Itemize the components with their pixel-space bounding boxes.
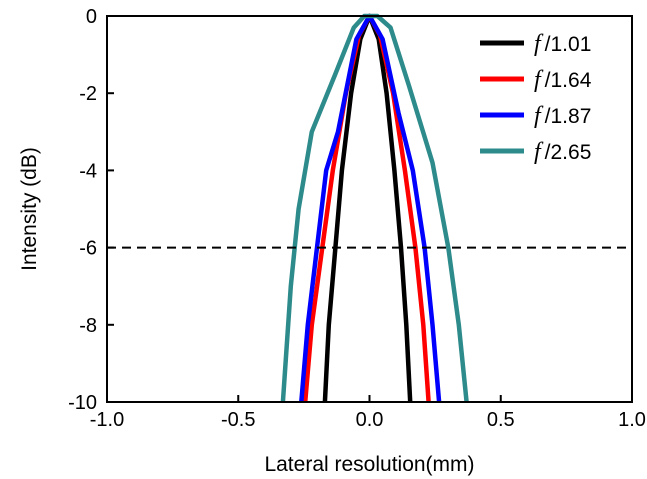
tick-layer: -1.0 -0.5 0.0 0.5 1.0 0 -2 -4 -6 -8 -10 [68, 6, 646, 431]
y-tick-label: -10 [68, 392, 97, 414]
legend-label: /1.87 [545, 105, 592, 128]
y-tick-label: -4 [79, 160, 97, 182]
x-tick-label: 1.0 [618, 409, 646, 431]
x-tick-label: 0.0 [356, 409, 384, 431]
y-tick-label: -8 [79, 315, 97, 337]
y-tick-label: 0 [86, 6, 97, 28]
legend-entry-1: f/1.01 [534, 31, 591, 57]
x-tick-label: -1.0 [90, 409, 124, 431]
series-line-3 [299, 13, 442, 402]
y-tick-label: -6 [79, 238, 97, 260]
x-tick-label: 0.5 [487, 409, 515, 431]
series-layer [280, 13, 469, 402]
legend-entry-3: f/1.87 [534, 103, 591, 129]
y-axis-label: Intensity (dB) [18, 147, 41, 271]
legend-label: /1.64 [545, 69, 592, 92]
y-tick-label: -2 [79, 83, 97, 105]
legend-f-symbol: f [534, 103, 544, 129]
legend-entry-4: f/2.65 [534, 139, 591, 165]
legend-f-symbol: f [534, 139, 544, 165]
x-axis-label: Lateral resolution(mm) [264, 453, 474, 476]
legend: f/1.01f/1.64f/1.87f/2.65 [480, 31, 592, 165]
legend-f-symbol: f [534, 31, 544, 57]
legend-f-symbol: f [534, 67, 544, 93]
legend-entry-2: f/1.64 [534, 67, 592, 93]
x-tick-label: -0.5 [221, 409, 255, 431]
legend-label: /1.01 [545, 33, 592, 56]
legend-label: /2.65 [545, 141, 592, 164]
